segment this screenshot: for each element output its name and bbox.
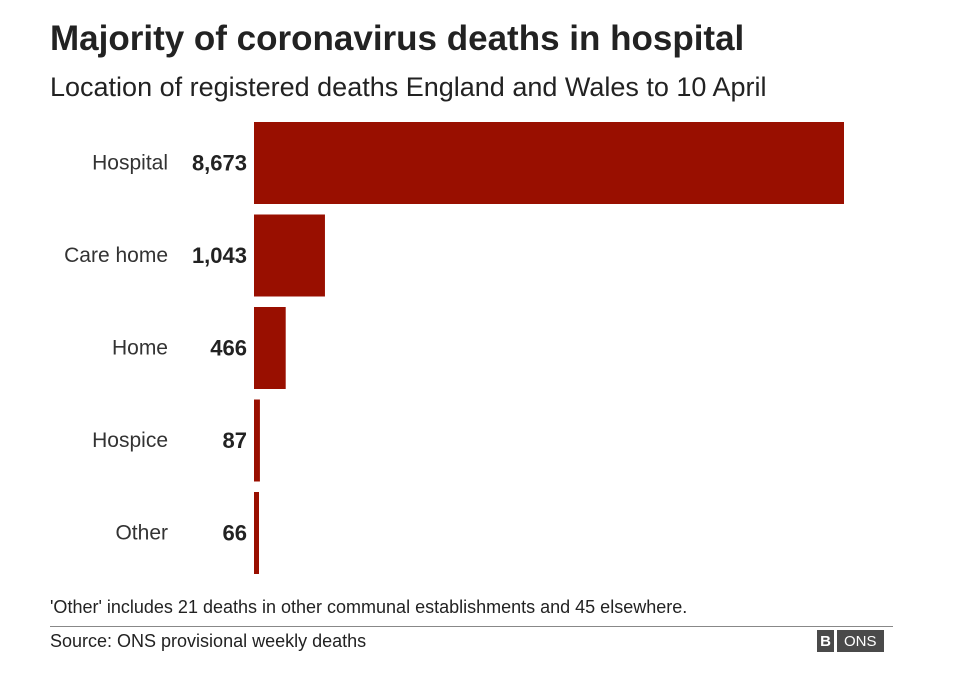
chart-subtitle: Location of registered deaths England an… <box>50 72 767 102</box>
logo-ons-block: ONS <box>837 630 884 652</box>
bar-home <box>254 307 286 389</box>
bar-hospital <box>254 122 844 204</box>
category-label: Hospice <box>92 429 168 452</box>
value-label: 466 <box>210 336 247 361</box>
category-label: Home <box>112 337 168 360</box>
value-label: 66 <box>223 521 247 546</box>
footer-divider <box>50 626 893 627</box>
value-label: 87 <box>223 428 247 453</box>
value-label: 8,673 <box>192 151 247 176</box>
bar-hospice <box>254 399 260 482</box>
bbc-logo: B ONS <box>817 630 884 652</box>
footnote: 'Other' includes 21 deaths in other comm… <box>50 597 688 617</box>
value-label: 1,043 <box>192 243 247 268</box>
bar-care-home <box>254 214 325 297</box>
logo-b-block: B <box>817 630 834 652</box>
bar-other <box>254 492 259 574</box>
category-label: Care home <box>64 244 168 267</box>
bar-chart: Hospital 8,673 Care home 1,043 Home 466 Hospic… <box>64 122 844 574</box>
category-label: Hospital <box>92 152 168 175</box>
chart-title: Majority of coronavirus deaths in hospit… <box>50 19 745 58</box>
source-text: Source: ONS provisional weekly deaths <box>50 631 367 651</box>
category-label: Other <box>115 522 168 545</box>
